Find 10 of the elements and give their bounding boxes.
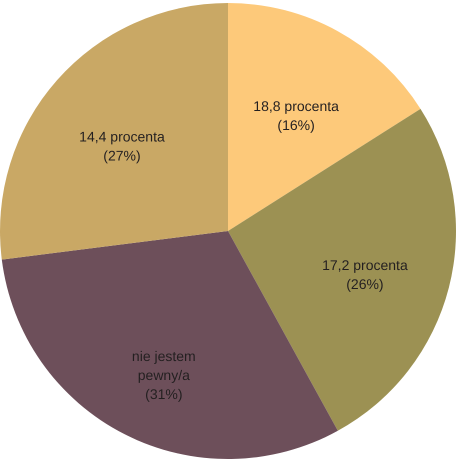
slice-label: 14,4 procenta (79, 128, 165, 145)
data-label: (31%) (145, 386, 183, 402)
slice-label: 17,2 procenta (322, 257, 408, 274)
data-label: (26%) (346, 276, 384, 292)
pie-slice (0, 3, 228, 260)
slice-label: 18,8 procenta (253, 98, 340, 114)
slice-label: nie jestem pewny/a (132, 348, 196, 383)
data-label: (16%) (277, 117, 315, 134)
data-label: (27%) (103, 148, 141, 164)
pie-slice (228, 3, 421, 231)
